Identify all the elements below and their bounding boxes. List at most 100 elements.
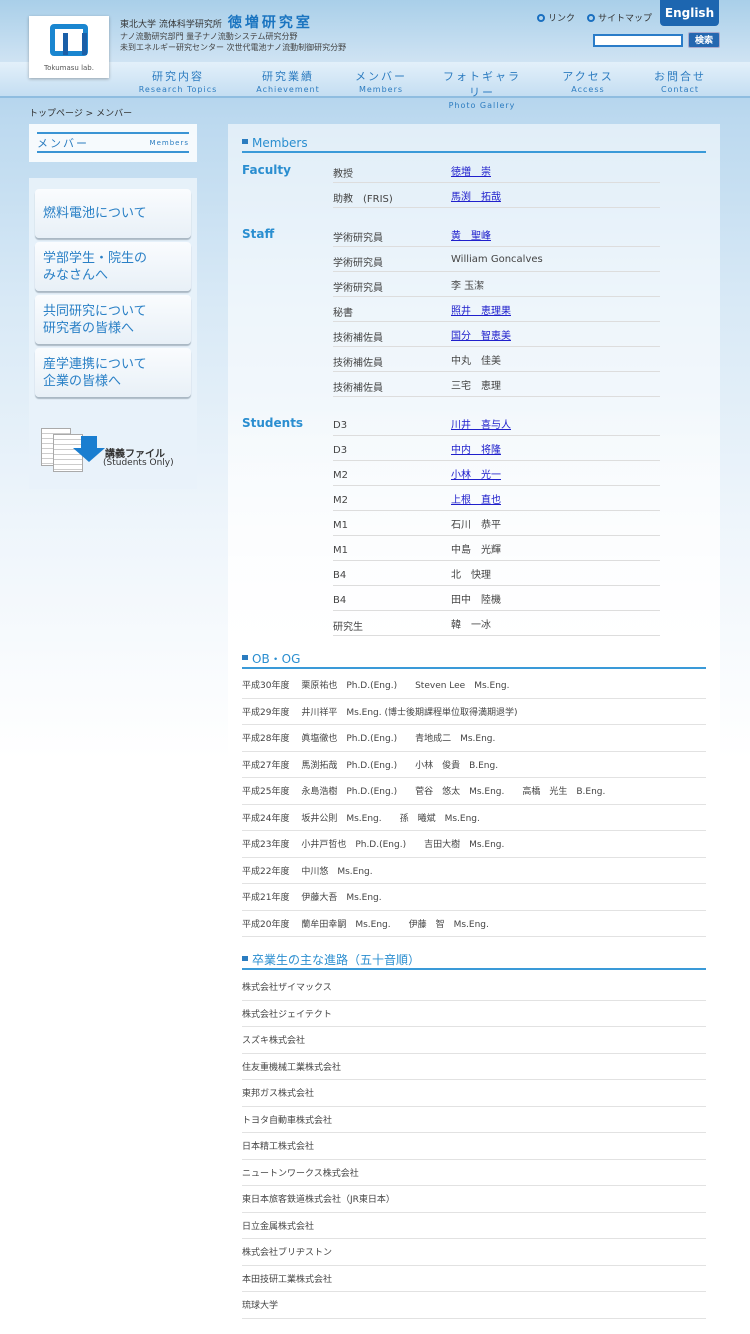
nav-achievement[interactable]: 研究業績 Achievement <box>252 68 324 94</box>
career-row: 住友重機械工業株式会社 <box>242 1054 706 1080</box>
lecture-files-title: 講義ファイル <box>105 449 165 460</box>
member-row: M2 上根 直也 <box>333 486 660 511</box>
main-content-bg <box>228 400 720 1334</box>
member-row: 助教 (FRIS) 馬渕 拓哉 <box>333 183 660 208</box>
nav-sublabel: Achievement <box>256 85 320 94</box>
member-name: 田中 陸機 <box>451 594 501 606</box>
header <box>0 0 750 62</box>
career-row: 日立金属株式会社 <box>242 1213 706 1239</box>
sidebar-industry[interactable]: 産学連携について 企業の皆様へ <box>35 348 191 397</box>
member-name[interactable]: 小林 光一 <box>451 469 501 481</box>
sidebar-label: みなさんへ <box>43 267 109 283</box>
member-row: 教授 徳増 崇 <box>333 158 660 183</box>
nav-photo-gallery[interactable]: フォトギャラリー Photo Gallery <box>437 68 527 110</box>
link-label: リンク <box>548 14 576 24</box>
search-input[interactable] <box>593 34 683 47</box>
member-name: 李 玉潔 <box>451 280 485 292</box>
alumni-list: 平成30年度 栗原祐也 Ph.D.(Eng.) Steven Lee Ms.En… <box>242 672 706 937</box>
lecture-files-sub: (Students Only) <box>103 458 174 468</box>
sidebar-fuel-cell[interactable]: 燃料電池について <box>35 189 191 238</box>
sidebar-title: メンバー Members <box>29 124 197 162</box>
nav-research[interactable]: 研究内容 Research Topics <box>137 68 219 94</box>
alumni-row: 平成21年度 伊藤大吾 Ms.Eng. <box>242 884 706 911</box>
alumni-row: 平成22年度 中川悠 Ms.Eng. <box>242 858 706 884</box>
search-button[interactable]: 検索 <box>688 32 720 48</box>
career-row: 琉球大学 <box>242 1292 706 1319</box>
member-row: M1 石川 恭平 <box>333 511 660 536</box>
member-name: 中丸 佳美 <box>451 355 501 367</box>
subtitle-division: ナノ流動研究部門 量子ナノ流動システム研究分野 <box>120 32 298 41</box>
alumni-row: 平成30年度 栗原祐也 Ph.D.(Eng.) Steven Lee Ms.En… <box>242 672 706 699</box>
career-row: 株式会社ブリヂストン <box>242 1239 706 1266</box>
nav-sublabel: Access <box>571 85 605 94</box>
nav-sublabel: Research Topics <box>138 85 218 94</box>
member-name[interactable]: 川井 喜与人 <box>451 419 511 431</box>
member-name[interactable]: 国分 智恵美 <box>451 330 511 342</box>
member-row: 研究生 韓 一冰 <box>333 611 660 636</box>
member-row: 秘書 照井 恵理果 <box>333 297 660 322</box>
member-role: 助教 (FRIS) <box>333 193 393 205</box>
sidebar-label: 燃料電池について <box>43 206 147 221</box>
member-name[interactable]: 徳増 崇 <box>451 166 491 178</box>
member-role: 教授 <box>333 168 353 180</box>
career-row: 株式会社ジェイテクト <box>242 1001 706 1027</box>
career-row: スズキ株式会社 <box>242 1027 706 1054</box>
member-role: 学術研究員 <box>333 257 383 269</box>
member-name[interactable]: 上根 直也 <box>451 494 501 506</box>
breadcrumb[interactable]: トップページ > メンバー <box>29 109 133 119</box>
logo-mark-icon <box>50 24 88 56</box>
member-name: William Goncalves <box>451 253 543 265</box>
alumni-row: 平成29年度 井川祥平 Ms.Eng. (博士後期課程単位取得満期退学) <box>242 699 706 725</box>
member-role: 学術研究員 <box>333 282 383 294</box>
members-heading: Members <box>242 137 706 153</box>
nav-sublabel: Members <box>358 85 404 94</box>
member-group-faculty: Faculty 教授 徳増 崇助教 (FRIS) 馬渕 拓哉 <box>242 158 660 208</box>
member-name[interactable]: 馬渕 拓哉 <box>451 191 501 203</box>
alumni-row: 平成23年度 小井戸哲也 Ph.D.(Eng.) 吉田大樹 Ms.Eng. <box>242 831 706 858</box>
member-group-students: Students D3 川井 喜与人 D3 中内 将隆 M2 小林 光一 M2 上根 直也 M1 石… <box>242 411 660 636</box>
member-role: M1 <box>333 544 348 556</box>
group-label: Staff <box>242 227 275 241</box>
nav-label: フォトギャラリー <box>443 70 521 99</box>
member-role: 秘書 <box>333 307 353 319</box>
alumni-row: 平成20年度 蘭牟田幸嗣 Ms.Eng. 伊藤 智 Ms.Eng. <box>242 911 706 937</box>
sidebar-students[interactable]: 学部学生・院生の みなさんへ <box>35 242 191 291</box>
nav-sublabel: Contact <box>660 85 700 94</box>
member-name: 北 快理 <box>451 569 491 581</box>
nav-members[interactable]: メンバー Members <box>352 68 410 94</box>
link-sitemap[interactable]: サイトマップ <box>587 11 652 24</box>
sidebar-joint-research[interactable]: 共同研究について 研究者の皆様へ <box>35 295 191 344</box>
careers-heading: 卒業生の主な進路（五十音順） <box>242 954 706 970</box>
nav-access[interactable]: アクセス Access <box>560 68 616 94</box>
logo-text: Tokumasu lab. <box>44 64 94 72</box>
sidebar-label: 共同研究について <box>43 303 147 319</box>
english-button[interactable]: English <box>660 0 719 26</box>
career-row: 株式会社ザイマックス <box>242 974 706 1001</box>
main-nav: 研究内容 Research Topics 研究業績 Achievement メンバー… <box>0 62 750 110</box>
member-name[interactable]: 照井 恵理果 <box>451 305 511 317</box>
nav-contact[interactable]: お問合せ Contact <box>652 68 708 94</box>
sidebar-menu: 燃料電池について 学部学生・院生の みなさんへ 共同研究について 研究者の皆様へ 産… <box>29 178 197 489</box>
career-row: 日本精工株式会社 <box>242 1133 706 1160</box>
lecture-files-link[interactable]: 講義ファイル (Students Only) <box>41 428 191 476</box>
sidebar-title-jp: メンバー <box>37 136 89 150</box>
sidebar-label: 産学連携について <box>43 356 147 372</box>
member-name: 石川 恭平 <box>451 519 501 531</box>
member-name: 三宅 恵理 <box>451 380 501 392</box>
member-name[interactable]: 黄 聖峰 <box>451 230 491 242</box>
member-row: D3 川井 喜与人 <box>333 411 660 436</box>
alumni-heading: OB・OG <box>242 653 706 669</box>
link-links[interactable]: リンク <box>537 11 575 24</box>
member-name[interactable]: 中内 将隆 <box>451 444 501 456</box>
member-role: 技術補佐員 <box>333 332 383 344</box>
career-row: 東日本旅客鉄道株式会社（JR東日本） <box>242 1186 706 1213</box>
sidebar-label: 学部学生・院生の <box>43 250 148 266</box>
nav-label: 研究業績 <box>262 70 314 83</box>
member-row: 学術研究員 黄 聖峰 <box>333 222 660 247</box>
subtitle-center: 未到エネルギー研究センター 次世代電池ナノ流動制御研究分野 <box>120 43 347 52</box>
member-row: M1 中島 光輝 <box>333 536 660 561</box>
lab-logo[interactable]: Tokumasu lab. <box>29 16 109 78</box>
bullet-icon <box>587 13 595 22</box>
career-row: ニュートンワークス株式会社 <box>242 1160 706 1186</box>
member-row: M2 小林 光一 <box>333 461 660 486</box>
